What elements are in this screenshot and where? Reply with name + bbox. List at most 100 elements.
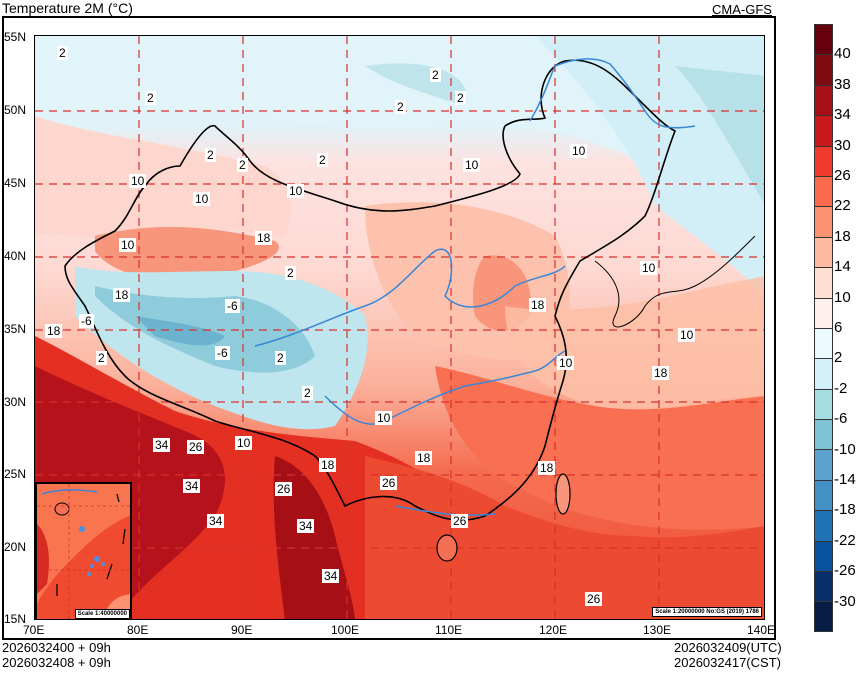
china-border	[64, 59, 677, 521]
colorbar-tick-label: 2	[834, 349, 843, 367]
contour-label: 10	[129, 174, 147, 188]
colorbar-segment	[814, 327, 833, 359]
colorbar-segment	[814, 206, 833, 237]
colorbar-segment	[814, 540, 833, 572]
colorbar-segment	[814, 54, 833, 85]
yellow-river	[254, 248, 566, 347]
colorbar-tick-label: 10	[834, 288, 851, 306]
init-time-cst: 2026032408 + 09h	[2, 655, 111, 670]
pearl-river	[394, 505, 496, 516]
colorbar-segment	[814, 419, 833, 450]
contour-label: 18	[538, 461, 556, 475]
contour-label: 26	[187, 440, 205, 454]
lat-label-20n: 20N	[4, 540, 27, 554]
colorbar-tick-label: -10	[834, 440, 856, 458]
lon-label-70e: 70E	[23, 623, 45, 637]
contour-label: 26	[380, 476, 398, 490]
colorbar-tick-label: -30	[834, 592, 856, 610]
colorbar-segment	[814, 267, 833, 298]
contour-label: 10	[119, 238, 137, 252]
contour-label: 34	[153, 438, 171, 452]
colorbar-tick-label: -18	[834, 501, 856, 519]
valid-time-utc: 2026032409(UTC)	[674, 640, 782, 655]
contour-label: 10	[570, 144, 588, 158]
contour-label: 18	[415, 451, 433, 465]
contour-label: 18	[652, 366, 670, 380]
colorbar-tick-label: 38	[834, 75, 851, 93]
contour-label: 34	[297, 519, 315, 533]
contour-label: -6	[225, 299, 240, 313]
lon-label-130e: 130E	[643, 623, 672, 637]
contour-label: 26	[451, 514, 469, 528]
graticule	[35, 36, 764, 619]
colorbar-tick-label: -2	[834, 379, 848, 397]
inset-scale-label: Scale 1:40000000	[74, 609, 130, 619]
contour-label: 18	[45, 324, 63, 338]
contour-label: -6	[79, 314, 94, 328]
contour-label: 18	[255, 231, 273, 245]
colorbar-segment	[814, 84, 833, 116]
contour-label: 2	[205, 148, 216, 162]
contour-label: 2	[237, 158, 248, 172]
contour-label: 10	[640, 261, 658, 275]
lon-label-120e: 120E	[539, 623, 568, 637]
contour-label: 26	[275, 482, 293, 496]
chart-title: Temperature 2M (°C)	[2, 0, 133, 16]
contour-label: 2	[302, 386, 313, 400]
contour-label: 2	[430, 68, 441, 82]
contour-label: 10	[235, 436, 253, 450]
contour-label: 2	[455, 91, 466, 105]
contour-label: 10	[463, 158, 481, 172]
init-time-utc: 2026032400 + 09h	[2, 640, 111, 655]
contour-label: 2	[96, 351, 107, 365]
colorbar-segment	[814, 145, 833, 176]
colorbar-segment	[814, 297, 833, 328]
colorbar-segment	[814, 601, 833, 632]
colorbar-tick-label: 6	[834, 319, 843, 336]
contour-label: 2	[57, 46, 68, 60]
valid-time-cst: 2026032417(CST)	[674, 655, 781, 670]
colorbar-tick-label: 26	[834, 167, 851, 184]
contour-label: 34	[322, 569, 340, 583]
colorbar-segment	[814, 24, 833, 55]
contour-label: 18	[529, 298, 547, 312]
contour-label: 10	[678, 328, 696, 342]
contour-label: 26	[585, 592, 603, 606]
colorbar	[814, 24, 833, 632]
contour-label: 10	[193, 192, 211, 206]
temperature-map: Scale 1:40000000 Scale 1:20000000 No:GS …	[34, 35, 765, 620]
contour-label: 34	[207, 514, 225, 528]
lon-label-80e: 80E	[127, 623, 149, 637]
lat-label-35n: 35N	[4, 322, 27, 336]
contour-label: 34	[183, 479, 201, 493]
colorbar-segment	[814, 358, 833, 389]
lon-label-110e: 110E	[435, 623, 463, 637]
colorbar-tick-label: 22	[834, 197, 851, 215]
temperature-field	[35, 36, 764, 619]
contour-label: 18	[113, 288, 131, 302]
colorbar-segment	[814, 571, 833, 602]
contour-label: -6	[215, 346, 230, 360]
lat-label-25n: 25N	[4, 467, 27, 481]
colorbar-segment	[814, 449, 833, 480]
lon-label-90e: 90E	[231, 623, 253, 637]
main-scale-label: Scale 1:20000000 No:GS (2019) 1786	[652, 607, 762, 617]
colorbar-segment	[814, 510, 833, 541]
colorbar-segment	[814, 388, 833, 420]
yangtze-river	[324, 350, 566, 425]
contour-label: 10	[287, 184, 305, 198]
contour-label: 2	[395, 100, 406, 114]
lon-label-100e: 100E	[331, 623, 360, 637]
colorbar-segment	[814, 115, 833, 146]
lat-label-30n: 30N	[4, 395, 27, 409]
map-frame	[2, 16, 776, 640]
lat-label-45n: 45N	[4, 176, 27, 190]
colorbar-tick-label: -14	[834, 471, 856, 488]
colorbar-segment	[814, 175, 833, 207]
colorbar-tick-label: -6	[834, 410, 848, 428]
contour-label: 2	[145, 91, 156, 105]
lat-label-15n: 15N	[4, 612, 27, 626]
contour-label: 10	[375, 411, 393, 425]
colorbar-tick-label: -22	[834, 531, 856, 549]
contour-label: 2	[285, 266, 296, 280]
